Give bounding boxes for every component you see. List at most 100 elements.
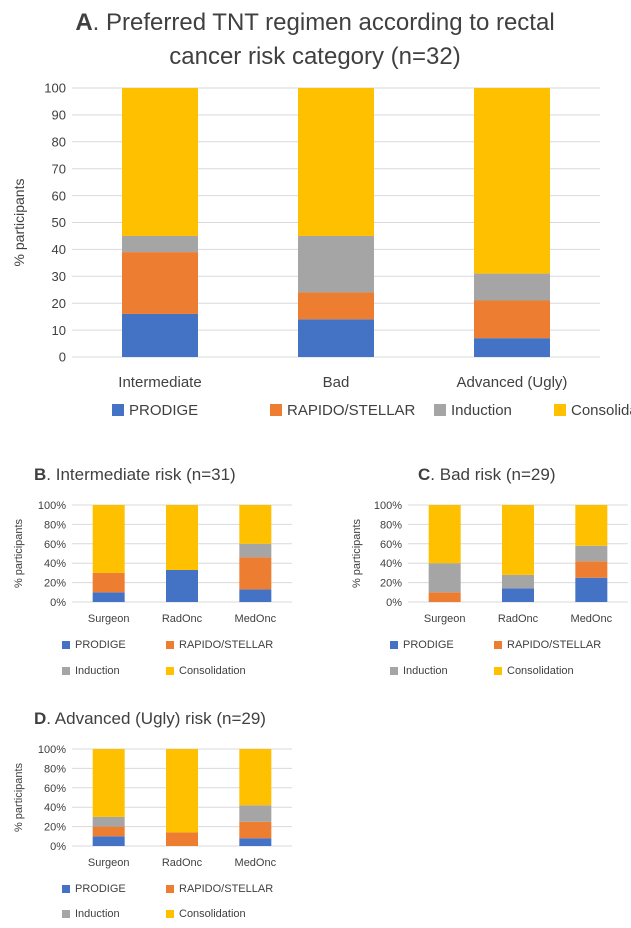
y-axis-label: % participants: [351, 518, 363, 588]
y-tick-label: 60%: [380, 539, 402, 551]
bar-segment-prodige: [474, 338, 550, 357]
y-tick-label: 0: [59, 350, 66, 365]
y-tick-label: 100%: [38, 500, 66, 512]
bar-segment-prodige: [502, 588, 534, 602]
y-axis-label: % participants: [13, 762, 25, 832]
y-tick-label: 50: [52, 215, 66, 230]
chart-title-text: . Advanced (Ugly) risk (n=29): [46, 709, 266, 728]
bar-segment-consolidation: [575, 505, 608, 546]
chart-title-letter: C: [418, 465, 430, 484]
chart-title-letter: B: [34, 465, 46, 484]
x-category-label: MedOnc: [571, 613, 613, 625]
legend-label: Induction: [75, 908, 120, 920]
bar-segment-induction: [92, 816, 125, 827]
legend-swatch: [554, 404, 566, 416]
chart-title-line2: cancer risk category (n=32): [169, 43, 460, 70]
bar-segment-prodige: [239, 589, 272, 602]
y-tick-label: 100: [44, 81, 66, 96]
bar-segment-induction: [122, 235, 198, 253]
legend-swatch: [62, 641, 70, 649]
y-tick-label: 40%: [44, 802, 66, 814]
x-category-label: Surgeon: [424, 613, 466, 625]
x-category-label: Intermediate: [118, 374, 201, 391]
x-category-label: MedOnc: [235, 613, 277, 625]
chart-d: D. Advanced (Ugly) risk (n=29) 0% 20% 40% 60…: [13, 709, 292, 920]
chart-title: B. Intermediate risk (n=31): [34, 465, 236, 484]
y-tick-label: 40%: [380, 558, 402, 570]
x-category-label: Bad: [323, 374, 350, 391]
y-tick-label: 0%: [50, 597, 66, 609]
bar-segment-consolidation: [428, 505, 461, 564]
bar-segment-induction: [239, 805, 272, 822]
bar-segment-consolidation: [122, 88, 198, 236]
legend-label: Consolidation: [179, 665, 246, 677]
legend-swatch: [434, 404, 446, 416]
y-tick-label: 80%: [44, 763, 66, 775]
legend-swatch: [494, 667, 502, 675]
bar-segment-consolidation: [92, 505, 125, 573]
bar-segment-prodige: [298, 319, 374, 357]
legend-swatch: [166, 885, 174, 893]
bar-segment-prodige: [92, 836, 125, 846]
legend-label: Consolidation: [507, 665, 574, 677]
y-tick-label: 60%: [44, 539, 66, 551]
legend-label: PRODIGE: [75, 883, 126, 895]
legend-swatch: [62, 885, 70, 893]
bar-segment-induction: [502, 574, 534, 589]
x-category-label: MedOnc: [235, 857, 277, 869]
legend-label: PRODIGE: [129, 402, 198, 419]
legend-swatch: [112, 404, 124, 416]
y-tick-label: 20: [52, 296, 66, 311]
y-tick-label: 20%: [44, 578, 66, 590]
bar-segment-rapido-stellar: [239, 557, 272, 590]
legend-swatch: [62, 910, 70, 918]
y-tick-label: 100%: [38, 744, 66, 756]
bar-segment-prodige: [166, 569, 198, 602]
y-tick-label: 0%: [50, 841, 66, 853]
legend-swatch: [166, 641, 174, 649]
bar-segment-consolidation: [239, 505, 272, 544]
y-tick-label: 40%: [44, 558, 66, 570]
y-tick-label: 60%: [44, 783, 66, 795]
y-axis-label: % participants: [13, 518, 25, 588]
bar-segment-consolidation: [474, 88, 550, 274]
y-tick-label: 90: [52, 108, 66, 123]
legend-label: RAPIDO/STELLAR: [179, 639, 273, 651]
chart-title-text: . Intermediate risk (n=31): [46, 465, 235, 484]
y-tick-label: 0%: [386, 597, 402, 609]
bar-segment-rapido-stellar: [92, 572, 125, 593]
chart-b: B. Intermediate risk (n=31) 0% 20% 40% 60% 80…: [13, 465, 292, 677]
bar-segment-consolidation: [166, 505, 198, 570]
bar-segment-induction: [428, 563, 461, 593]
bar-segment-induction: [474, 273, 550, 301]
bar-segment-prodige: [575, 577, 608, 602]
chart-a: A. Preferred TNT regimen according to re…: [11, 9, 631, 419]
bar-segment-consolidation: [239, 749, 272, 806]
bar-segment-consolidation: [92, 749, 125, 817]
legend-swatch: [270, 404, 282, 416]
bar-segment-rapido-stellar: [122, 252, 198, 314]
legend-label: PRODIGE: [403, 639, 454, 651]
legend-label: Induction: [451, 402, 512, 419]
bar-segment-induction: [239, 543, 272, 558]
legend-label: RAPIDO/STELLAR: [179, 883, 273, 895]
legend-swatch: [166, 667, 174, 675]
x-category-label: Surgeon: [88, 613, 130, 625]
bar-segment-consolidation: [298, 88, 374, 236]
legend-label: PRODIGE: [75, 639, 126, 651]
y-tick-label: 40: [52, 242, 66, 257]
legend-label: Consolidation: [179, 908, 246, 920]
bar-segment-rapido-stellar: [428, 592, 461, 602]
legend-label: Induction: [403, 665, 448, 677]
y-tick-label: 80%: [380, 519, 402, 531]
x-category-label: Advanced (Ugly): [457, 374, 568, 391]
bar-segment-prodige: [239, 838, 272, 846]
x-category-label: Surgeon: [88, 857, 130, 869]
legend-swatch: [390, 641, 398, 649]
legend-label: RAPIDO/STELLAR: [507, 639, 601, 651]
chart-title: D. Advanced (Ugly) risk (n=29): [34, 709, 266, 728]
y-tick-label: 10: [52, 323, 66, 338]
legend-swatch: [390, 667, 398, 675]
